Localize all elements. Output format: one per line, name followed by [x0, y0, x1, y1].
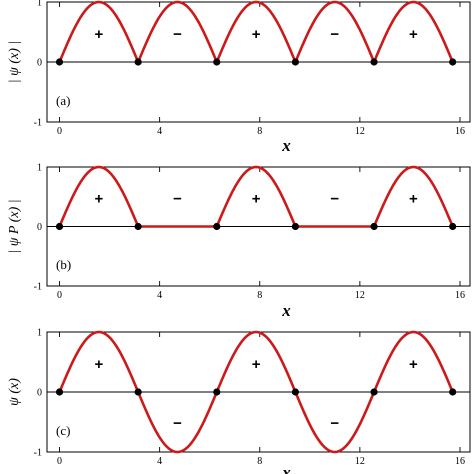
sign-label: + — [409, 26, 418, 43]
x-tick-label: 12 — [355, 290, 365, 301]
node-point — [449, 388, 457, 396]
sign-label: + — [94, 356, 103, 373]
x-tick-label: 8 — [257, 290, 262, 301]
y-tick-label: -1 — [34, 118, 42, 129]
panel-label: (a) — [56, 93, 70, 108]
x-tick-label: 0 — [57, 290, 62, 301]
y-tick-label: 1 — [37, 328, 42, 339]
node-point — [55, 58, 64, 66]
sign-label: − — [173, 26, 182, 43]
sign-label: + — [252, 191, 261, 208]
node-point — [134, 222, 142, 231]
x-tick-label: 8 — [257, 456, 262, 467]
x-axis-label: x — [281, 463, 291, 474]
sign-label: + — [252, 356, 261, 373]
y-axis-label: | ψ (x) | — [7, 41, 22, 83]
y-tick-label: 0 — [37, 388, 42, 399]
node-point — [213, 222, 221, 231]
wave-curve — [58, 330, 454, 454]
sign-label: − — [173, 191, 182, 208]
node-point — [449, 58, 457, 66]
node-point — [55, 222, 64, 231]
node-point — [213, 388, 221, 396]
sign-label: − — [330, 415, 339, 432]
sign-label: + — [94, 191, 103, 208]
x-axis-label: x — [281, 136, 291, 155]
x-tick-label: 0 — [57, 126, 62, 137]
x-tick-label: 4 — [157, 290, 162, 301]
y-axis-label: ψ (x) — [7, 378, 22, 406]
x-tick-label: 0 — [57, 456, 62, 467]
sign-label: + — [409, 191, 418, 208]
y-axis-label: | ψ P (x) | — [7, 199, 22, 253]
node-point — [291, 388, 300, 396]
x-tick-label: 8 — [257, 126, 262, 137]
node-point — [449, 222, 457, 231]
node-point — [134, 58, 142, 66]
node-point — [213, 58, 221, 66]
node-point — [370, 388, 378, 396]
y-tick-label: 1 — [37, 163, 42, 174]
sign-label: + — [94, 26, 103, 43]
wave-curve — [58, 0, 454, 64]
panel-label: (b) — [56, 257, 71, 272]
chart-panel-1: 0 4 8 12 16 -1 0 1 + − + − + (a) x | ψ (x) | — [7, 0, 471, 155]
sign-label: + — [409, 356, 418, 373]
y-tick-label: 1 — [37, 0, 42, 9]
node-point — [55, 388, 64, 396]
y-tick-label: 0 — [37, 222, 42, 233]
node-point — [134, 388, 142, 396]
y-tick-label: -1 — [34, 282, 42, 293]
x-tick-label: 4 — [157, 126, 162, 137]
chart-panel-2: 0 4 8 12 16 -1 0 1 + − + − + (b) x | ψ P (x) | — [7, 163, 471, 320]
chart-panel-3: 0 4 8 12 16 -1 0 1 + − + − + (c) x ψ (x) — [7, 328, 471, 474]
x-tick-label: 16 — [455, 126, 465, 137]
node-point — [370, 58, 378, 66]
x-tick-label: 16 — [455, 290, 465, 301]
x-tick-label: 12 — [355, 126, 365, 137]
wave-curve — [58, 165, 454, 228]
panel-label: (c) — [56, 423, 70, 438]
x-tick-label: 12 — [355, 456, 365, 467]
x-axis-label: x — [281, 301, 291, 320]
sign-label: − — [173, 415, 182, 432]
sign-label: + — [252, 26, 261, 43]
node-point — [291, 58, 300, 66]
y-tick-label: 0 — [37, 58, 42, 69]
node-point — [291, 222, 300, 231]
x-tick-label: 16 — [455, 456, 465, 467]
y-tick-label: -1 — [34, 448, 42, 459]
x-tick-label: 4 — [157, 456, 162, 467]
sign-label: − — [330, 26, 339, 43]
node-point — [370, 222, 378, 231]
sign-label: − — [330, 191, 339, 208]
